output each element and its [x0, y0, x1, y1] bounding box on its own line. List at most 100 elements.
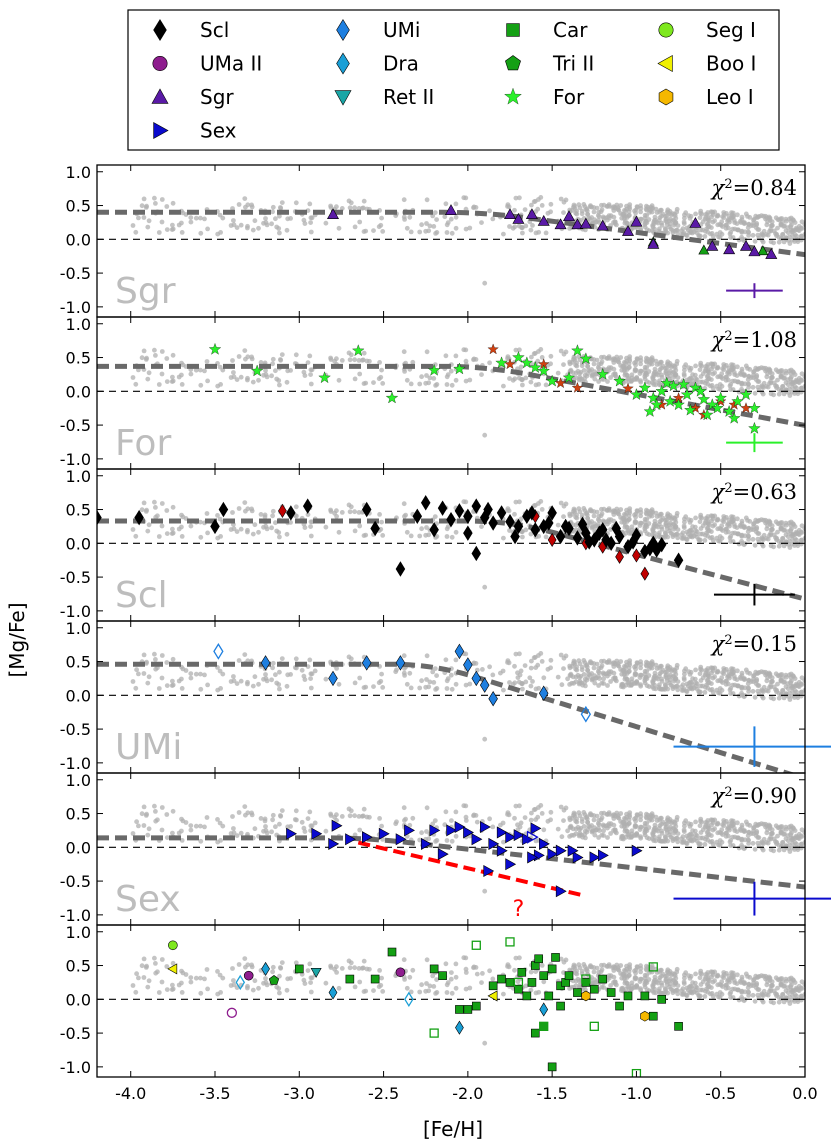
background-star-point	[581, 202, 587, 207]
background-star-point	[746, 526, 751, 531]
background-star-point	[543, 534, 549, 540]
background-star-point	[785, 990, 791, 996]
chi-squared-value: =1.08	[733, 328, 797, 352]
background-star-point	[169, 683, 175, 688]
background-star-point	[652, 530, 657, 536]
background-star-point	[170, 656, 176, 662]
data-point	[601, 532, 611, 548]
background-star-point	[570, 370, 576, 376]
background-star-point	[759, 389, 765, 395]
background-star-point	[139, 507, 145, 513]
background-star-point	[731, 973, 737, 979]
background-star-point	[453, 377, 459, 383]
background-star-point	[426, 988, 432, 994]
background-star-point	[721, 212, 727, 217]
data-point	[572, 530, 583, 546]
background-star-point	[427, 983, 433, 989]
background-star-point	[285, 672, 291, 678]
background-star-point	[698, 835, 704, 841]
background-star-point	[505, 356, 510, 361]
background-star-point	[714, 973, 720, 979]
background-star-point	[693, 515, 698, 521]
background-star-point	[301, 673, 307, 679]
background-star-point	[604, 508, 610, 513]
background-star-point	[145, 528, 151, 534]
background-star-point	[449, 230, 455, 236]
background-star-point	[752, 694, 758, 700]
background-star-point	[530, 223, 535, 228]
data-point	[739, 239, 753, 251]
background-star-point	[567, 663, 573, 669]
background-star-point	[727, 535, 733, 541]
background-star-point	[277, 382, 282, 388]
background-star-point	[746, 982, 751, 987]
background-star-point	[408, 685, 414, 691]
background-star-point	[663, 669, 668, 675]
background-star-point	[795, 543, 801, 549]
background-star-point	[501, 839, 506, 845]
background-star-point	[637, 979, 643, 984]
background-star-point	[778, 982, 784, 987]
background-star-point	[655, 372, 661, 378]
background-star-point	[742, 828, 747, 834]
background-star-point	[307, 201, 313, 207]
background-star-point	[528, 683, 534, 689]
data-point	[471, 833, 483, 846]
data-point-car	[471, 1001, 481, 1011]
background-star-point	[708, 665, 714, 671]
background-star-point	[692, 828, 698, 834]
data-point-dra	[539, 1002, 549, 1017]
data-point-dra	[328, 985, 338, 1000]
background-star-point	[604, 204, 610, 209]
data-point	[483, 864, 495, 877]
background-star-point	[513, 651, 519, 657]
background-star-point	[783, 674, 789, 680]
background-star-point	[579, 211, 585, 217]
background-star-point	[371, 684, 376, 689]
background-star-point	[541, 979, 547, 985]
background-star-point	[717, 843, 723, 848]
background-star-point	[618, 811, 624, 816]
background-star-point	[773, 215, 779, 221]
background-star-point	[688, 228, 694, 234]
background-star-point	[152, 651, 157, 657]
background-star-point	[785, 382, 791, 388]
background-star-point	[410, 967, 416, 973]
data-point	[723, 243, 736, 255]
background-star-point	[592, 376, 598, 382]
background-star-point	[787, 849, 793, 854]
background-star-point	[759, 997, 765, 1003]
background-star-point	[771, 696, 776, 702]
background-star-point	[612, 508, 618, 514]
background-star-point	[357, 523, 363, 529]
background-star-point	[657, 975, 663, 980]
background-star-point	[680, 682, 686, 687]
background-star-point	[704, 378, 709, 384]
background-star-point	[753, 821, 759, 827]
background-star-point	[574, 363, 580, 369]
background-star-point	[780, 231, 786, 237]
background-star-point	[231, 370, 236, 375]
background-star-point	[507, 376, 512, 381]
legend-label: Tri II	[552, 52, 594, 76]
background-star-point	[601, 985, 606, 990]
background-star-point	[539, 507, 545, 512]
background-star-point	[607, 671, 612, 677]
background-star-point	[417, 989, 423, 995]
background-star-point	[434, 673, 439, 678]
background-star-point	[463, 814, 469, 820]
background-star-point	[179, 230, 185, 235]
y-tick-label: 0.0	[66, 686, 91, 705]
background-star-point	[243, 204, 248, 210]
background-star-point	[555, 674, 561, 680]
background-star-point	[669, 212, 674, 218]
background-star-point	[644, 531, 650, 537]
background-star-point	[731, 365, 737, 371]
data-point	[579, 217, 592, 229]
background-star-point	[490, 824, 496, 830]
background-star-point	[582, 832, 587, 837]
data-point	[525, 208, 538, 220]
background-star-point	[179, 382, 185, 387]
data-point	[530, 522, 541, 538]
